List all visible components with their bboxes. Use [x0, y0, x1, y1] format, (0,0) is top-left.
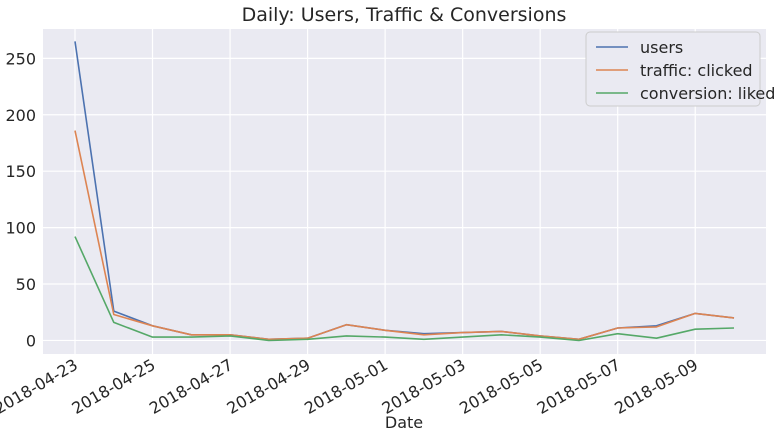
y-tick-label: 0 [26, 331, 36, 350]
x-axis-label: Date [385, 413, 423, 432]
chart-title: Daily: Users, Traffic & Conversions [242, 4, 567, 26]
x-tick-label: 2018-05-05 [456, 355, 546, 418]
grid [43, 29, 766, 354]
x-tick-label: 2018-05-09 [611, 355, 701, 418]
x-tick-label: 2018-04-27 [146, 355, 236, 418]
legend: users traffic: clicked conversion: liked [585, 31, 774, 107]
legend-label: users [640, 38, 683, 57]
series-line-conversion-liked [74, 236, 735, 342]
legend-label: traffic: clicked [640, 61, 753, 80]
y-tick-label: 200 [5, 106, 36, 125]
x-tick-label: 2018-05-01 [301, 355, 391, 418]
y-tick-label: 150 [5, 162, 36, 181]
y-tick-label: 100 [5, 219, 36, 238]
legend-label: conversion: liked [640, 84, 774, 103]
x-tick-label: 2018-04-29 [224, 355, 314, 418]
y-tick-label: 250 [5, 49, 36, 68]
legend-box [585, 31, 761, 107]
x-axis: 2018-04-232018-04-252018-04-272018-04-29… [0, 355, 701, 418]
series-line-traffic-clicked [74, 130, 735, 341]
series-lines [74, 41, 735, 342]
x-tick-label: 2018-05-07 [534, 355, 624, 418]
y-tick-label: 50 [16, 275, 36, 294]
x-tick-label: 2018-05-03 [379, 355, 469, 418]
x-tick-label: 2018-04-23 [0, 355, 81, 418]
x-tick-label: 2018-04-25 [69, 355, 159, 418]
y-axis: 0 50 100 150 200 250 [5, 49, 36, 350]
